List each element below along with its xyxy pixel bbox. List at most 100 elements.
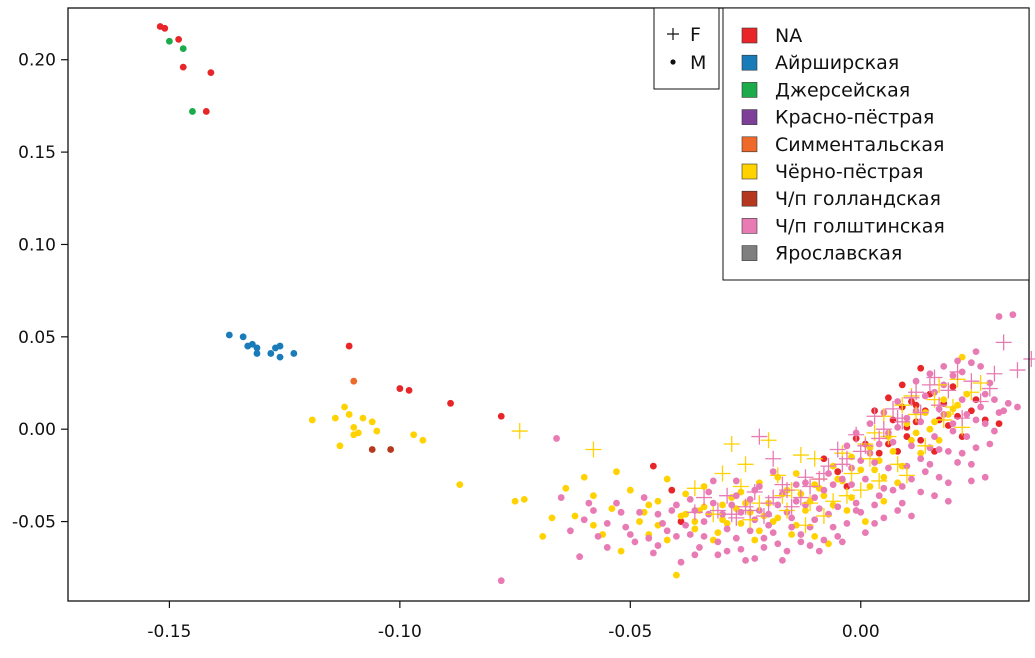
- legend-plus-symbol: [667, 28, 679, 40]
- data-point-dot: [1014, 403, 1021, 411]
- data-point-plus: [797, 469, 814, 486]
- data-point-dot: [668, 486, 676, 494]
- data-point-dot: [820, 492, 828, 500]
- data-point-dot: [539, 532, 547, 540]
- data-point-plus: [802, 495, 819, 512]
- data-point-dot: [880, 484, 888, 492]
- data-point-plus: [861, 450, 878, 467]
- data-point-dot: [663, 527, 671, 535]
- data-point-dot: [894, 398, 902, 405]
- data-point-dot: [931, 492, 938, 500]
- data-point-dot: [797, 531, 805, 538]
- data-point-plus: [779, 502, 796, 519]
- data-point-dot: [861, 529, 869, 537]
- data-point-dot: [963, 433, 971, 440]
- legend-swatch: [741, 27, 758, 44]
- data-point-dot: [405, 387, 413, 394]
- data-point-dot: [682, 490, 690, 498]
- data-point-dot: [921, 392, 929, 400]
- data-point-dot: [903, 414, 911, 422]
- color-legend-box: [722, 7, 1030, 281]
- color-legend-label: Айрширская: [775, 52, 899, 74]
- data-point-plus: [815, 508, 832, 525]
- data-point-dot: [843, 520, 851, 527]
- data-point-dot: [788, 523, 796, 531]
- data-point-dot: [276, 353, 284, 361]
- data-point-dot: [728, 501, 736, 509]
- data-point-dot: [511, 497, 519, 505]
- data-point-dot: [815, 547, 823, 555]
- data-point-dot: [368, 446, 376, 453]
- data-point-plus: [871, 430, 888, 447]
- data-point-dot: [497, 412, 505, 420]
- data-point-plus: [825, 493, 842, 510]
- data-point-dot: [898, 499, 906, 507]
- data-point-plus: [875, 421, 892, 438]
- data-point-dot: [248, 340, 256, 348]
- data-point-dot: [290, 350, 298, 357]
- data-point-dot: [553, 435, 560, 442]
- data-point-dot: [944, 479, 952, 487]
- y-tick-label: 0.05: [18, 328, 56, 348]
- data-point-dot: [949, 372, 957, 380]
- data-point-plus: [737, 456, 754, 473]
- data-point-dot: [894, 423, 902, 431]
- data-point-dot: [622, 523, 630, 531]
- data-point-dot: [663, 475, 671, 483]
- data-point-plus: [848, 426, 865, 443]
- data-point-dot: [889, 486, 897, 494]
- data-point-plus: [792, 489, 809, 506]
- data-point-dot: [834, 468, 842, 476]
- color-legend-label: Ч/п голландская: [775, 188, 941, 210]
- data-point-plus: [963, 373, 980, 390]
- data-point-dot: [917, 449, 925, 457]
- data-point-dot: [700, 518, 708, 525]
- data-point-plus: [755, 508, 772, 525]
- data-point-dot: [871, 466, 878, 474]
- data-point-dot: [520, 495, 528, 503]
- data-point-plus: [769, 467, 786, 484]
- data-point-dot: [829, 481, 837, 489]
- data-point-plus: [949, 363, 966, 380]
- plot-frame: [67, 7, 1030, 602]
- data-point-dot: [354, 429, 362, 437]
- data-point-dot: [977, 362, 985, 370]
- data-point-dot: [838, 475, 846, 483]
- data-point-dot: [654, 497, 662, 505]
- data-point-plus: [921, 376, 938, 393]
- legend-swatch: [741, 82, 758, 98]
- data-point-dot: [995, 420, 1003, 428]
- data-point-plus: [820, 458, 837, 475]
- data-point-dot: [875, 449, 883, 457]
- y-tick-label: -0.05: [12, 513, 56, 533]
- data-point-dot: [958, 396, 966, 404]
- data-point-dot: [811, 494, 819, 501]
- data-point-plus: [843, 465, 860, 482]
- data-point-dot: [792, 470, 800, 477]
- data-point-dot: [889, 447, 897, 455]
- data-point-dot: [447, 399, 454, 407]
- data-point-dot: [954, 459, 961, 466]
- data-point-dot: [783, 547, 791, 555]
- data-point-dot: [161, 24, 169, 32]
- data-point-dot: [991, 396, 998, 404]
- axes-layer: -0.15 -0.10 -0.05 0.00 -0.05 0.00 0.05 0.10 0.15…: [12, 51, 880, 642]
- data-point-dot: [659, 520, 666, 527]
- data-point-dot: [308, 416, 316, 424]
- data-point-dot: [189, 108, 196, 115]
- data-point-dot: [714, 551, 722, 559]
- data-point-dot: [396, 385, 404, 392]
- data-point-dot: [345, 411, 353, 418]
- legend-swatch: [741, 54, 758, 71]
- data-point-dot: [940, 362, 948, 370]
- color-legend-label: Ч/п голштинская: [775, 215, 945, 237]
- data-point-dot: [419, 436, 427, 444]
- data-point-dot: [654, 510, 662, 518]
- data-point-dot: [590, 492, 597, 500]
- data-point-dot: [944, 447, 952, 455]
- data-point-dot: [207, 69, 215, 77]
- data-point-dot: [746, 495, 754, 503]
- data-point-plus: [760, 495, 777, 512]
- data-point-dot: [608, 505, 616, 513]
- data-point-dot: [765, 521, 772, 529]
